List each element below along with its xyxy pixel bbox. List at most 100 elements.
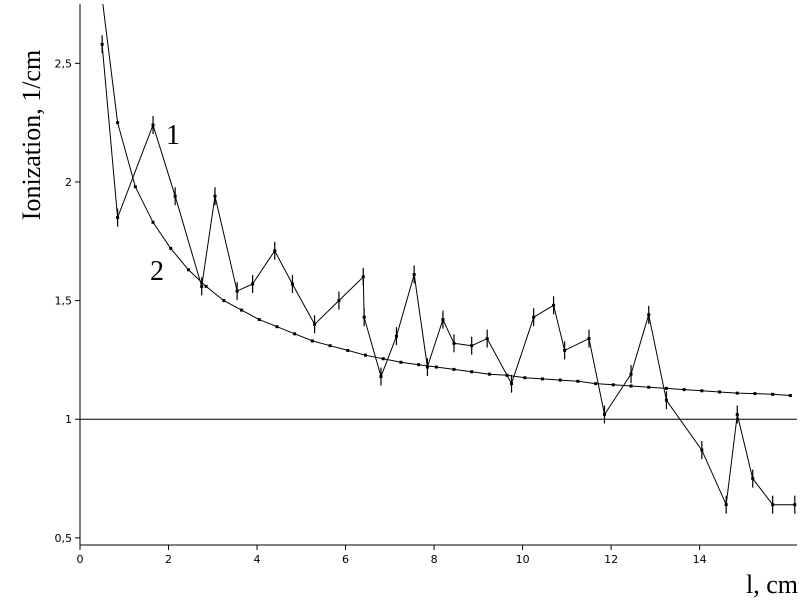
y-tick-label: 1,5 bbox=[55, 295, 73, 308]
series-1-point bbox=[273, 249, 277, 253]
series-1-point bbox=[337, 299, 341, 303]
y-tick-label: 1 bbox=[65, 413, 72, 426]
series-1-point bbox=[724, 503, 728, 507]
series-2-point bbox=[417, 363, 421, 367]
series-1-point bbox=[735, 412, 739, 416]
series-1-point bbox=[664, 398, 668, 402]
series-1-point bbox=[200, 284, 204, 288]
series-2-point bbox=[647, 385, 651, 389]
series-1-point bbox=[151, 123, 155, 127]
series-2-point bbox=[700, 389, 704, 393]
series-1-point bbox=[116, 216, 120, 220]
series-2-point bbox=[151, 220, 155, 224]
series-2-point bbox=[204, 284, 208, 288]
series-1-point bbox=[452, 341, 456, 345]
series-1-point bbox=[552, 303, 556, 307]
series-2-point bbox=[788, 394, 792, 398]
series-1-line bbox=[101, 44, 795, 507]
series-1-point bbox=[700, 448, 704, 452]
series-2-point bbox=[718, 390, 722, 394]
series-2-point bbox=[310, 339, 314, 343]
series-2-point bbox=[682, 388, 686, 392]
series-1-point bbox=[563, 348, 567, 352]
series-2-point bbox=[222, 299, 226, 303]
series-2-line bbox=[102, 4, 791, 396]
series-2-point bbox=[399, 360, 403, 364]
x-tick-label: 8 bbox=[431, 553, 438, 566]
series-2-label: 2 bbox=[150, 256, 164, 287]
y-tick-label: 2 bbox=[65, 176, 72, 189]
series-1-point bbox=[100, 42, 104, 46]
x-tick-label: 10 bbox=[516, 553, 530, 566]
y-tick-label: 2,5 bbox=[55, 57, 73, 70]
series-1-point bbox=[647, 313, 651, 317]
series-2-point bbox=[293, 332, 297, 336]
series-1-point bbox=[313, 322, 317, 326]
labels-group: Ionization, 1/cm l, cm 1 2 bbox=[17, 50, 798, 599]
series-1-point bbox=[235, 289, 239, 293]
series-2-point bbox=[186, 268, 190, 272]
x-tick-label: 0 bbox=[77, 553, 84, 566]
series-2-point bbox=[611, 383, 615, 387]
series-1-point bbox=[532, 315, 536, 319]
series-2-point bbox=[576, 379, 580, 383]
series-2-point bbox=[753, 392, 757, 396]
series-2-point bbox=[558, 378, 562, 382]
series-1-point bbox=[629, 372, 633, 376]
series-2-point bbox=[240, 308, 244, 312]
series-2-point bbox=[133, 185, 137, 189]
series-2-point bbox=[664, 386, 668, 390]
series-1-point bbox=[510, 382, 514, 386]
x-tick-label: 4 bbox=[254, 553, 261, 566]
series-2-point bbox=[346, 348, 350, 352]
series-1-point bbox=[213, 194, 217, 198]
series-2-point bbox=[594, 382, 598, 386]
series-2-point bbox=[275, 325, 279, 329]
series-2-point bbox=[328, 344, 332, 348]
series-2-point bbox=[629, 384, 633, 388]
series-1-label: 1 bbox=[166, 120, 180, 151]
axes: 0 2 4 6 8 10 12 140,511,522,5 bbox=[55, 4, 797, 566]
series-1-point bbox=[290, 282, 294, 286]
series-2-point bbox=[434, 365, 438, 369]
series-1-point bbox=[412, 273, 416, 276]
y-tick-label: 0,5 bbox=[55, 532, 73, 545]
series-1-point bbox=[173, 194, 177, 198]
series-2-point bbox=[523, 376, 527, 380]
series-2-point bbox=[487, 372, 491, 376]
series-2 bbox=[102, 4, 792, 398]
x-axis-label: l, cm bbox=[746, 570, 798, 599]
series-1-point bbox=[362, 315, 366, 319]
series-1-point bbox=[251, 282, 255, 286]
series-1-point bbox=[587, 337, 591, 341]
x-tick-label: 14 bbox=[693, 553, 707, 566]
series-2-point bbox=[771, 392, 775, 396]
series-2-point bbox=[505, 373, 509, 377]
series-2-point bbox=[541, 377, 545, 381]
y-axis-label: Ionization, 1/cm bbox=[17, 50, 46, 220]
series-2-point bbox=[381, 357, 385, 361]
series-group bbox=[100, 4, 797, 514]
series-1-point bbox=[602, 412, 606, 416]
series-1-point bbox=[379, 375, 383, 379]
series-1-point bbox=[771, 503, 775, 507]
x-tick-label: 12 bbox=[604, 553, 618, 566]
x-tick-label: 2 bbox=[165, 553, 172, 566]
series-1-point bbox=[470, 344, 474, 348]
series-2-point bbox=[735, 391, 739, 395]
x-tick-label: 6 bbox=[342, 553, 349, 566]
series-2-point bbox=[363, 353, 367, 357]
series-1-point bbox=[394, 334, 398, 338]
series-1-point bbox=[793, 503, 797, 507]
series-2-point bbox=[452, 367, 456, 371]
series-1-point bbox=[361, 275, 365, 279]
series-1-point bbox=[441, 318, 445, 322]
series-2-point bbox=[470, 370, 474, 374]
series-2-point bbox=[257, 318, 261, 322]
series-1 bbox=[100, 35, 797, 514]
series-1-point bbox=[751, 477, 755, 481]
series-1-point bbox=[425, 365, 429, 369]
series-1-point bbox=[485, 337, 489, 341]
series-2-point bbox=[169, 246, 173, 250]
